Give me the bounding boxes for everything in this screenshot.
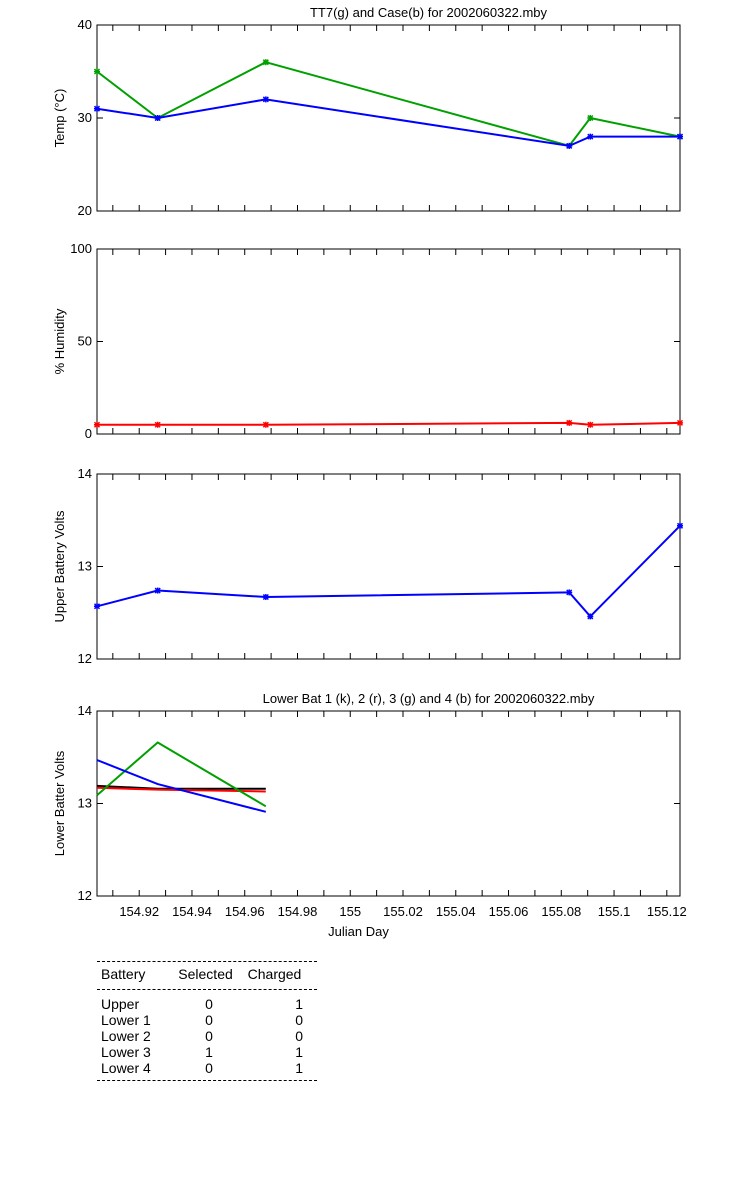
x-tick-label: 155.02 [383, 904, 423, 919]
data-point-blue [587, 613, 594, 620]
x-tick-label: 154.92 [119, 904, 159, 919]
data-point-blue [676, 133, 684, 140]
cell-charged: 0 [295, 1028, 303, 1044]
data-point-blue [566, 589, 573, 596]
header-battery: Battery [101, 966, 146, 982]
data-point-red [566, 419, 573, 426]
data-point-green [587, 114, 594, 122]
y-tick-label: 0 [85, 426, 92, 441]
series-line-red [97, 421, 681, 426]
table-top-divider [97, 961, 317, 962]
table-row: Lower 3 1 1 [101, 1044, 317, 1060]
cell-battery: Upper [101, 996, 140, 1012]
y-tick-label: 100 [70, 241, 92, 256]
y-axis-label: Upper Battery Volts [52, 510, 67, 622]
table-row: Lower 2 0 0 [101, 1028, 317, 1044]
x-tick-label: 154.96 [225, 904, 265, 919]
data-point-blue [93, 603, 101, 610]
table-header-divider [97, 989, 317, 990]
table-row: Lower 4 0 1 [101, 1060, 317, 1076]
data-point-blue [93, 105, 101, 112]
data-point-blue [154, 114, 161, 122]
data-point-green [93, 68, 101, 75]
plot-frame [96, 248, 681, 435]
data-point-red [676, 419, 684, 426]
data-point-blue [566, 142, 573, 149]
y-axis-label: Lower Batter Volts [52, 750, 67, 856]
y-tick-label: 13 [78, 796, 92, 811]
chart-title: Lower Bat 1 (k), 2 (r), 3 (g) and 4 (b) … [263, 691, 595, 706]
y-tick-label: 50 [78, 334, 92, 349]
x-tick-label: 155.04 [436, 904, 476, 919]
data-point-blue [262, 96, 269, 103]
series-line-blue [96, 759, 267, 813]
data-point-red [587, 421, 594, 428]
y-tick-label: 12 [78, 651, 92, 666]
chart-title: TT7(g) and Case(b) for 2002060322.mby [310, 5, 548, 20]
data-point-blue [262, 593, 269, 601]
data-point-red [154, 421, 161, 428]
x-tick-label: 155.1 [598, 904, 631, 919]
data-point-red [262, 421, 269, 428]
y-tick-label: 14 [78, 703, 92, 718]
cell-selected: 0 [205, 1012, 213, 1028]
data-point-blue [154, 587, 161, 594]
x-axis-label: Julian Day [328, 924, 389, 939]
cell-charged: 1 [295, 1060, 303, 1076]
y-tick-label: 14 [78, 466, 92, 481]
table-bottom-divider [97, 1080, 317, 1081]
x-tick-label: 155.06 [489, 904, 529, 919]
y-tick-label: 30 [78, 110, 92, 125]
y-axis-label: Temp (°C) [52, 89, 67, 148]
plot-frame [96, 710, 681, 897]
cell-selected: 0 [205, 1028, 213, 1044]
cell-charged: 0 [295, 1012, 303, 1028]
plot-frame [96, 473, 681, 660]
table-header-row: Battery Selected Charged [97, 962, 317, 989]
y-axis-label: % Humidity [52, 308, 67, 374]
table-row: Lower 1 0 0 [101, 1012, 317, 1028]
header-selected: Selected [178, 966, 233, 982]
cell-selected: 0 [205, 996, 213, 1012]
x-tick-label: 155 [339, 904, 361, 919]
data-point-green [262, 59, 269, 66]
header-charged: Charged [247, 966, 302, 982]
y-tick-label: 20 [78, 203, 92, 218]
data-point-red [93, 421, 101, 428]
series-line-green [96, 61, 681, 148]
cell-selected: 0 [205, 1060, 213, 1076]
table-body: Upper 0 1 Lower 1 0 0 Lower 2 0 0 Lower … [97, 990, 317, 1080]
cell-battery: Lower 3 [101, 1044, 151, 1060]
series-line-red [96, 786, 266, 793]
cell-battery: Lower 1 [101, 1012, 151, 1028]
series-line-blue [96, 98, 680, 147]
data-point-blue [676, 522, 684, 529]
cell-battery: Lower 4 [101, 1060, 151, 1076]
cell-selected: 1 [205, 1044, 213, 1060]
table-row: Upper 0 1 [101, 996, 317, 1012]
battery-status-table: Battery Selected Charged Upper 0 1 Lower… [97, 961, 317, 1081]
y-tick-label: 13 [78, 559, 92, 574]
cell-charged: 1 [295, 1044, 303, 1060]
cell-battery: Lower 2 [101, 1028, 151, 1044]
chart-figure: 20 30 40 TT7(g) and Case(b) for 2002060322.… [52, 5, 687, 939]
x-tick-label: 155.12 [647, 904, 687, 919]
y-tick-label: 40 [78, 17, 92, 32]
series-line-blue [96, 525, 681, 618]
x-tick-label: 154.94 [172, 904, 212, 919]
data-point-blue [587, 133, 594, 140]
y-tick-label: 12 [78, 888, 92, 903]
x-tick-label: 154.98 [278, 904, 318, 919]
series-line-green [96, 741, 267, 808]
x-tick-label: 155.08 [541, 904, 581, 919]
cell-charged: 1 [295, 996, 303, 1012]
